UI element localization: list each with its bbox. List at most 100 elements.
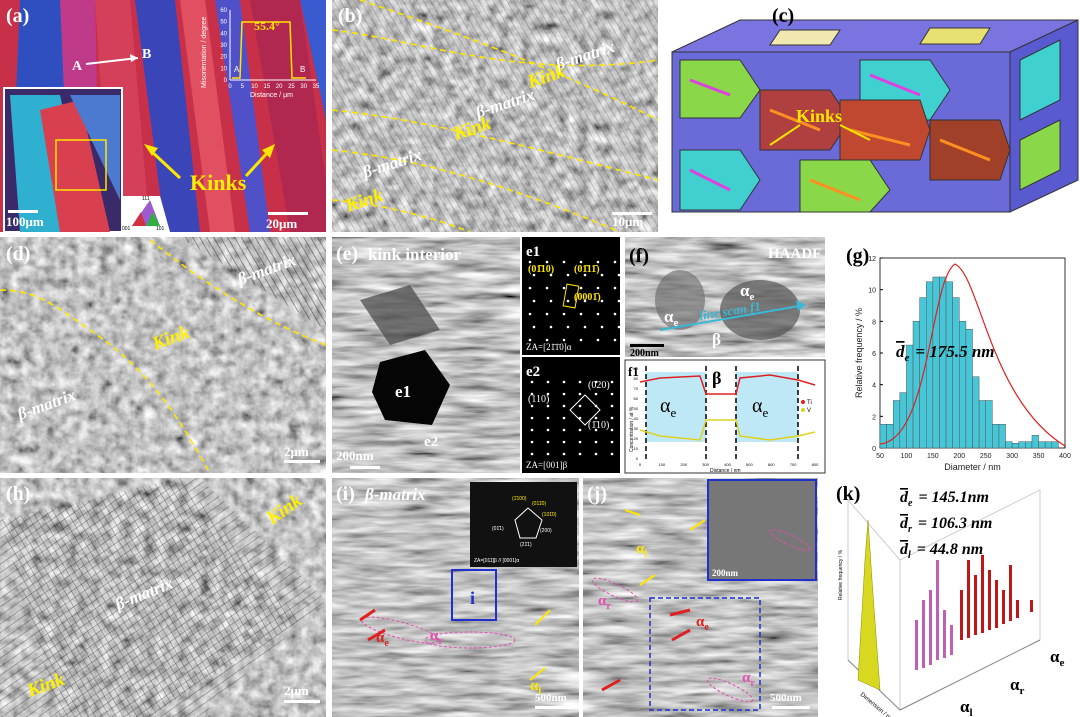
spot-label: (01̄11̄) bbox=[574, 264, 600, 275]
bar bbox=[1025, 441, 1033, 449]
diffraction-spot bbox=[562, 392, 566, 396]
tick-label: 15 bbox=[264, 84, 271, 90]
tick-label: 70 bbox=[634, 386, 639, 391]
scale-bar-label: 200nm bbox=[336, 448, 374, 463]
diffraction-spot bbox=[613, 286, 617, 290]
scale-bar-label: 500nm bbox=[770, 692, 802, 704]
diffraction-spot bbox=[594, 416, 598, 420]
diffraction-spot bbox=[562, 452, 566, 456]
diffraction-spot bbox=[530, 452, 534, 456]
diffraction-spot bbox=[562, 380, 566, 384]
tick-label: 50 bbox=[634, 406, 639, 411]
diffraction-spot bbox=[594, 404, 598, 408]
diffraction-spot bbox=[549, 299, 553, 303]
diffraction-spot bbox=[546, 392, 550, 396]
panel-label: (k) bbox=[836, 483, 860, 505]
diffraction-spot bbox=[613, 338, 617, 342]
tick-label: 80 bbox=[634, 376, 639, 381]
diffraction-spot bbox=[583, 299, 587, 303]
panel-i bbox=[332, 478, 579, 717]
diffraction-spot bbox=[579, 260, 583, 264]
diffraction-spot bbox=[562, 338, 566, 342]
diffraction-spot bbox=[549, 325, 553, 329]
ipf-label: 001 bbox=[122, 226, 131, 232]
diffraction-spot bbox=[546, 416, 550, 420]
tick-label: 400 bbox=[724, 462, 731, 467]
bar bbox=[926, 281, 934, 449]
bar bbox=[1018, 441, 1026, 449]
zone-axis: ZA=[001]β bbox=[526, 460, 568, 470]
fit-curve bbox=[879, 263, 1066, 447]
annotation: de = 175.5 nm bbox=[896, 342, 995, 364]
diffraction-spot bbox=[546, 440, 550, 444]
diffraction-spot bbox=[545, 338, 549, 342]
scale-bar-label: 10μm bbox=[612, 214, 643, 229]
diffraction-spot bbox=[530, 392, 534, 396]
tick-label: 100 bbox=[659, 462, 666, 467]
bar bbox=[1044, 441, 1053, 449]
imaging-mode: HAADF bbox=[768, 246, 821, 262]
spot-label: (020) bbox=[588, 380, 610, 391]
panel-title: kink interior bbox=[368, 245, 461, 264]
diffraction-spot bbox=[600, 273, 604, 277]
axis-title: Concentration / at % bbox=[629, 406, 635, 452]
bar bbox=[1051, 441, 1059, 449]
legend-label: V bbox=[807, 408, 811, 414]
diffraction-spot bbox=[579, 338, 583, 342]
y-tick-label: 10 bbox=[868, 288, 876, 295]
tick-label: 700 bbox=[790, 462, 797, 467]
panel-title: β-matrix bbox=[364, 485, 426, 504]
diffraction-spot bbox=[562, 260, 566, 264]
diffraction-spot bbox=[528, 286, 532, 290]
phase-label: αl bbox=[530, 678, 541, 697]
tick-label: 500 bbox=[746, 462, 753, 467]
x-tick-label: 50 bbox=[876, 453, 884, 460]
diffraction-spot bbox=[528, 338, 532, 342]
diffraction-spot bbox=[594, 380, 598, 384]
diffraction-spot bbox=[549, 273, 553, 277]
tick-label: 35 bbox=[313, 84, 320, 90]
tick-label: 20 bbox=[276, 84, 283, 90]
axis-title: Distance / μm bbox=[250, 92, 293, 99]
tick-label: 30 bbox=[300, 84, 307, 90]
annotation: de = 145.1nm bbox=[900, 489, 989, 509]
zone-axis: ZA=[21̄1̄0]α bbox=[526, 342, 572, 352]
diffraction-spot bbox=[545, 286, 549, 290]
diffraction-spot bbox=[545, 260, 549, 264]
tick-label: 30 bbox=[634, 426, 639, 431]
tick-label: 20 bbox=[634, 436, 639, 441]
spot-label: (21̄1) bbox=[520, 542, 532, 548]
diffraction-spot bbox=[610, 440, 614, 444]
panel-f bbox=[624, 237, 826, 474]
x-axis-title: Diameter / nm bbox=[944, 462, 1001, 472]
panel-h bbox=[0, 478, 326, 717]
diffraction-spot bbox=[546, 428, 550, 432]
tick-label: 200 bbox=[680, 462, 687, 467]
y-tick-label: 8 bbox=[872, 319, 876, 326]
bar bbox=[1005, 441, 1013, 449]
inset-label: f1 bbox=[628, 364, 639, 379]
diffraction-spot bbox=[610, 416, 614, 420]
phase-label: αr bbox=[430, 628, 443, 647]
bar bbox=[998, 424, 1006, 449]
diffraction-spot bbox=[530, 440, 534, 444]
diffraction-spot bbox=[610, 404, 614, 408]
axis-title: Dimension / nm bbox=[859, 692, 895, 717]
zone-axis: ZA=[011̄]β // [0001]α bbox=[474, 558, 519, 564]
diffraction-spot bbox=[562, 286, 566, 290]
phase-label: αe bbox=[740, 281, 755, 303]
diffraction-spot bbox=[596, 312, 600, 316]
tick-label: 0 bbox=[636, 456, 639, 461]
bar bbox=[939, 276, 947, 449]
tick-label: 0 bbox=[228, 84, 232, 90]
diffraction-spot bbox=[594, 428, 598, 432]
panel-k bbox=[847, 489, 1041, 712]
axis-category: αl bbox=[960, 697, 973, 717]
particle-label: e2 bbox=[424, 434, 438, 450]
point-label: B bbox=[300, 65, 305, 74]
diffraction-spot bbox=[578, 416, 582, 420]
spot-label: (011̄0) bbox=[532, 501, 546, 507]
y-tick-label: 0 bbox=[872, 446, 876, 453]
tick-label: 60 bbox=[220, 8, 227, 14]
tick-label: 40 bbox=[220, 31, 227, 37]
